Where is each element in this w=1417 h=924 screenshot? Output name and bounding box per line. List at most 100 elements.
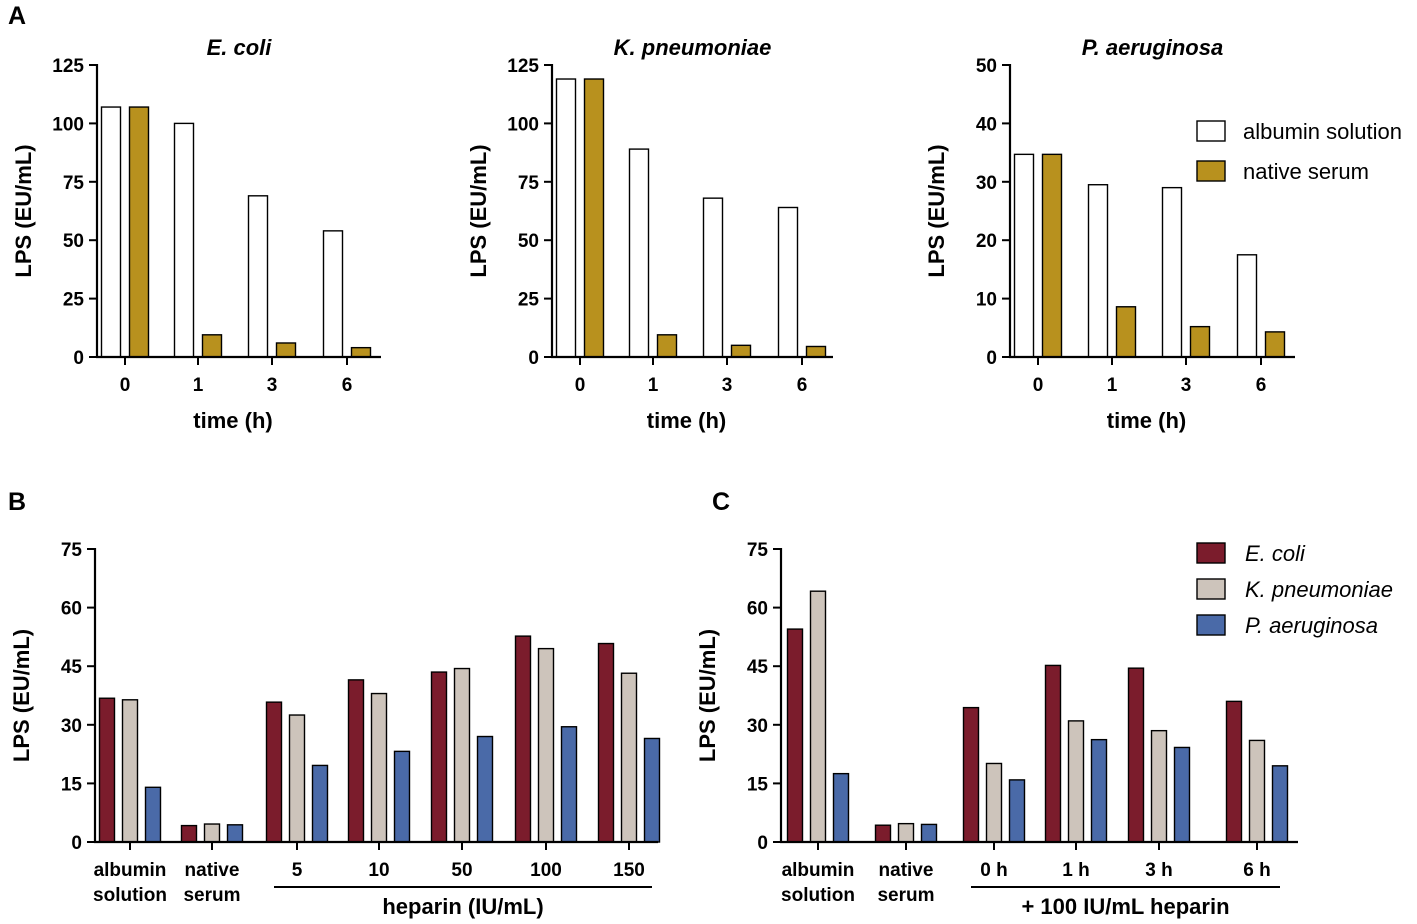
- y-tick-label: 50: [63, 231, 84, 252]
- panel-label-b: B: [8, 488, 26, 516]
- bar-b-k-pneumoniae-5: [537, 647, 555, 843]
- bar-c-e-coli-5: [1225, 700, 1243, 843]
- legend-label: P. aeruginosa: [1245, 613, 1378, 638]
- y-tick-label: 0: [757, 833, 768, 854]
- bar-a3-albumin-solution-1: [1087, 184, 1109, 358]
- x-axis-label: time (h): [647, 408, 726, 433]
- y-tick-label: 45: [747, 657, 769, 678]
- legend-swatch: [1196, 578, 1226, 600]
- bar-a1-albumin-solution-3: [322, 230, 344, 358]
- x-tick-label: 1: [1107, 375, 1118, 396]
- y-axis-label: LPS (EU/mL): [924, 144, 949, 277]
- bar-c-k-pneumoniae-4: [1150, 729, 1168, 843]
- bar-c-k-pneumoniae-3: [1067, 720, 1085, 843]
- legend-label: K. pneumoniae: [1245, 577, 1393, 602]
- chart-b: 0 15 30 45 60 75 albumin solution native serum 5 10…: [9, 540, 661, 919]
- bar-b-e-coli-5: [514, 635, 532, 843]
- bar-a3-native-serum-0: [1041, 153, 1063, 358]
- legend-label: E. coli: [1245, 541, 1306, 566]
- x-tick-label: albumin: [94, 860, 167, 881]
- x-tick-label: native: [185, 860, 240, 881]
- bar-b-p-aeruginosa-3: [393, 750, 411, 843]
- y-tick-label: 125: [52, 56, 84, 77]
- bar-c-e-coli-2: [962, 706, 980, 843]
- bar-b-e-coli-6: [597, 642, 615, 843]
- bar-a1-native-serum-0: [128, 106, 150, 358]
- bar-b-p-aeruginosa-0: [144, 786, 162, 843]
- y-tick-label: 30: [61, 716, 82, 737]
- x-tick-label: 3: [267, 375, 278, 396]
- y-tick-label: 50: [518, 231, 539, 252]
- bar-a1-native-serum-3: [350, 346, 372, 358]
- x-tick-label: 6: [1256, 375, 1267, 396]
- bar-b-k-pneumoniae-0: [121, 699, 139, 843]
- chart-a2: 0 25 50 75 100 125 0 1 3 6 LPS (EU/mL) K. pneumonia…: [466, 35, 833, 433]
- x-tick-label: 1: [193, 375, 204, 396]
- y-tick-label: 100: [52, 114, 84, 135]
- bar-a1-albumin-solution-1: [173, 122, 195, 358]
- y-axis-label: LPS (EU/mL): [9, 629, 34, 762]
- bar-b-e-coli-3: [347, 679, 365, 843]
- y-tick-label: 25: [518, 290, 540, 311]
- bar-a3-albumin-solution-2: [1161, 186, 1183, 358]
- y-tick-label: 0: [986, 348, 997, 369]
- legend-swatch: [1196, 614, 1226, 636]
- x-tick-label: solution: [93, 885, 167, 906]
- bar-b-k-pneumoniae-6: [620, 672, 638, 843]
- bar-a2-native-serum-1: [656, 334, 678, 358]
- x-tick-label: 3 h: [1145, 860, 1172, 881]
- bar-c-k-pneumoniae-0: [809, 590, 827, 843]
- legend-panel-a: albumin solution native serum: [1196, 119, 1402, 184]
- x-tick-label: 100: [530, 860, 562, 881]
- panel-label-c: C: [712, 488, 730, 516]
- chart-c: 0 15 30 45 60 75 albumin solution native serum 0 h…: [695, 540, 1298, 919]
- bar-c-k-pneumoniae-5: [1248, 739, 1266, 843]
- x-tick-label: 150: [613, 860, 645, 881]
- y-tick-label: 75: [63, 173, 85, 194]
- bar-a3-albumin-solution-3: [1236, 254, 1258, 358]
- bar-a3-native-serum-2: [1189, 325, 1211, 358]
- bar-a1-native-serum-2: [275, 342, 297, 358]
- x-tick-label: serum: [877, 885, 934, 906]
- y-tick-label: 0: [71, 833, 82, 854]
- bar-b-p-aeruginosa-6: [643, 737, 661, 843]
- bar-a3-albumin-solution-0: [1013, 153, 1035, 358]
- panel-label-a: A: [8, 2, 26, 30]
- x-tick-label: 6: [342, 375, 353, 396]
- y-tick-label: 125: [507, 56, 539, 77]
- bar-a2-albumin-solution-0: [555, 78, 577, 358]
- legend-label: albumin solution: [1243, 119, 1402, 144]
- bar-c-p-aeruginosa-0: [832, 772, 850, 843]
- y-tick-label: 0: [73, 348, 84, 369]
- bar-a3-native-serum-1: [1115, 306, 1137, 358]
- y-tick-label: 75: [61, 540, 83, 561]
- x-tick-label: 1 h: [1062, 860, 1089, 881]
- x-tick-label: 3: [722, 375, 733, 396]
- y-tick-label: 15: [747, 774, 769, 795]
- y-axis-label: LPS (EU/mL): [695, 629, 720, 762]
- x-tick-label: 0: [1033, 375, 1044, 396]
- y-tick-label: 75: [747, 540, 769, 561]
- bar-b-p-aeruginosa-2: [311, 764, 329, 843]
- legend-swatch: [1196, 120, 1226, 142]
- legend-swatch: [1196, 160, 1226, 182]
- bar-c-p-aeruginosa-3: [1090, 738, 1108, 843]
- y-tick-label: 20: [976, 231, 997, 252]
- bar-a1-albumin-solution-0: [100, 106, 122, 358]
- bar-a2-albumin-solution-1: [628, 148, 650, 358]
- x-tick-label: 3: [1181, 375, 1192, 396]
- panel-labels-layer: A B C: [8, 2, 730, 516]
- bar-a1-albumin-solution-2: [247, 195, 269, 358]
- bar-c-e-coli-3: [1044, 664, 1062, 843]
- bar-b-e-coli-4: [430, 671, 448, 843]
- bar-b-e-coli-2: [265, 701, 283, 843]
- bar-a3-native-serum-3: [1264, 331, 1286, 358]
- bar-a1-native-serum-1: [201, 334, 223, 358]
- x-axis-label: time (h): [193, 408, 272, 433]
- x-tick-label: 50: [451, 860, 472, 881]
- bar-b-p-aeruginosa-5: [560, 726, 578, 843]
- x-tick-label: 0 h: [980, 860, 1007, 881]
- bar-b-e-coli-0: [98, 697, 116, 843]
- x-tick-label: 5: [292, 860, 303, 881]
